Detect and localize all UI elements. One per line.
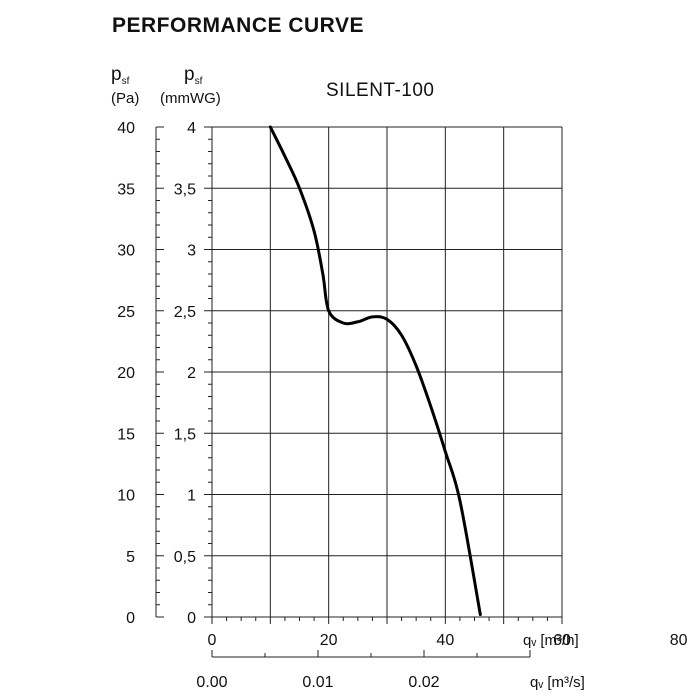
m3s-tick-label: 0.02 [408,674,439,691]
grid [211,126,563,618]
pa-tick-label: 35 [117,181,135,198]
m3h-tick-label: 80 [670,632,688,649]
performance-curve-line [268,125,482,617]
series-group [268,125,482,617]
pa-tick-label: 5 [126,549,135,566]
pa-tick-label: 20 [117,365,135,382]
pa-tick-label: 10 [117,488,135,505]
pa-tick-label: 40 [117,120,135,137]
mmwg-tick-label: 3,5 [174,181,196,198]
mmwg-tick-label: 2,5 [174,304,196,321]
pa-tick-label: 30 [117,243,135,260]
m3h-axis-label: qᵥ [m³/h] [523,632,579,649]
pa-tick-label: 15 [117,426,135,443]
y-axis-mmwg-header: psf (mmWG) [160,64,221,107]
y-mmwg-symbol: p [184,64,195,85]
mmwg-tick-label: 1 [187,488,196,505]
y-axis-pa-header: psf (Pa) [111,64,140,107]
y-mmwg-unit: (mmWG) [160,90,221,107]
m3h-tick-label: 40 [436,632,454,649]
mmwg-tick-label: 0 [187,610,196,627]
y-pa-subscript: sf [121,76,130,87]
mmwg-tick-label: 2 [187,365,196,382]
m3h-tick-label: 20 [320,632,338,649]
mmwg-tick-label: 4 [187,120,196,137]
m3h-tick-label: 60 [553,632,571,649]
mmwg-tick-label: 0,5 [174,549,196,566]
chart-title: PERFORMANCE CURVE [112,14,364,37]
axes [155,126,563,658]
series-label: SILENT-100 [326,80,435,101]
y-pa-symbol: p [111,64,122,85]
m3s-axis-label: qᵥ [m³/s] [530,674,585,691]
y-pa-unit: (Pa) [111,90,140,107]
pa-tick-label: 0 [126,610,135,627]
m3s-tick-label: 0.01 [302,674,333,691]
mmwg-tick-label: 3 [187,243,196,260]
pa-tick-label: 25 [117,304,135,321]
mmwg-tick-label: 1,5 [174,426,196,443]
m3h-tick-label: 0 [208,632,217,649]
y-mmwg-subscript: sf [194,76,203,87]
m3s-tick-label: 0.00 [196,674,227,691]
